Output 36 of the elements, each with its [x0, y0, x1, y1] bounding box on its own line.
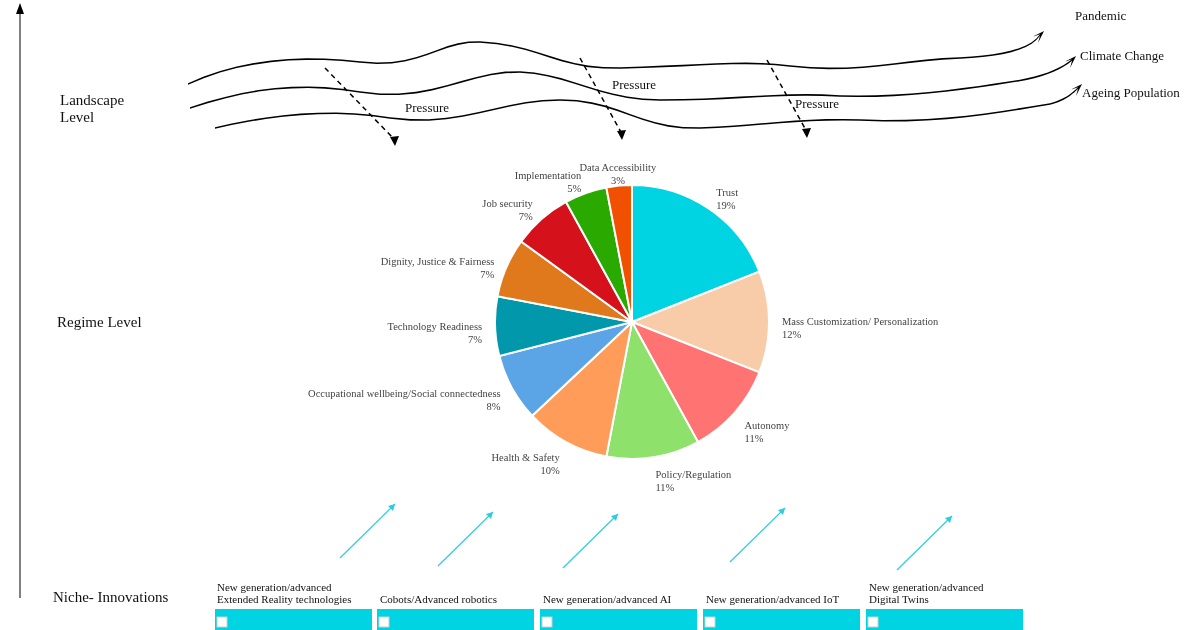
data-label: 7%: [468, 333, 483, 345]
slice-label: Dignity, Justice & Fairness: [380, 256, 495, 268]
text: Pressure: [795, 96, 840, 112]
data-label: 8%: [486, 401, 501, 413]
data-label: 12%: [782, 329, 802, 340]
text: Regime Level: [57, 314, 142, 332]
slice-label: Data Accessibility: [579, 161, 657, 173]
text: Pressure: [612, 77, 657, 93]
data-label: 3%: [610, 174, 626, 186]
text: Niche- Innovations: [53, 589, 169, 607]
slice-label: Policy/Regulation: [655, 469, 733, 481]
data-label: 11%: [655, 482, 675, 494]
slice-label: Occupational wellbeing/Social connectedness: [308, 388, 501, 400]
data-label: 10%: [540, 465, 560, 477]
text: Pressure: [405, 100, 450, 116]
slice-label: Mass Customization/ Personalization: [782, 316, 940, 327]
slice-label: Trust: [716, 186, 739, 198]
data-label: 19%: [716, 199, 736, 211]
slice-label: Autonomy: [744, 420, 791, 432]
data-label: 5%: [567, 182, 582, 194]
text: New generation/advanced AI: [543, 593, 673, 606]
text: Ageing Population: [1082, 85, 1180, 101]
text: Landscape Level: [60, 92, 126, 127]
data-label: 7%: [518, 211, 534, 223]
text: Cobots/Advanced robotics: [380, 593, 498, 606]
slice-label: Health & Safety: [491, 452, 561, 464]
slice-label: Job security: [482, 198, 534, 210]
text: Climate Change: [1080, 48, 1165, 64]
data-label: 11%: [744, 433, 764, 445]
text: Pandemic: [1075, 8, 1127, 24]
data-label: 7%: [480, 269, 495, 281]
text: New generation/advanced IoT: [706, 593, 841, 606]
slice-label: Technology Readiness: [387, 320, 483, 332]
text: New generation/advanced Digital Twins: [869, 580, 985, 606]
slice-label: Implementation: [514, 169, 582, 181]
text: New generation/advanced Extended Reality technologies: [217, 580, 353, 606]
